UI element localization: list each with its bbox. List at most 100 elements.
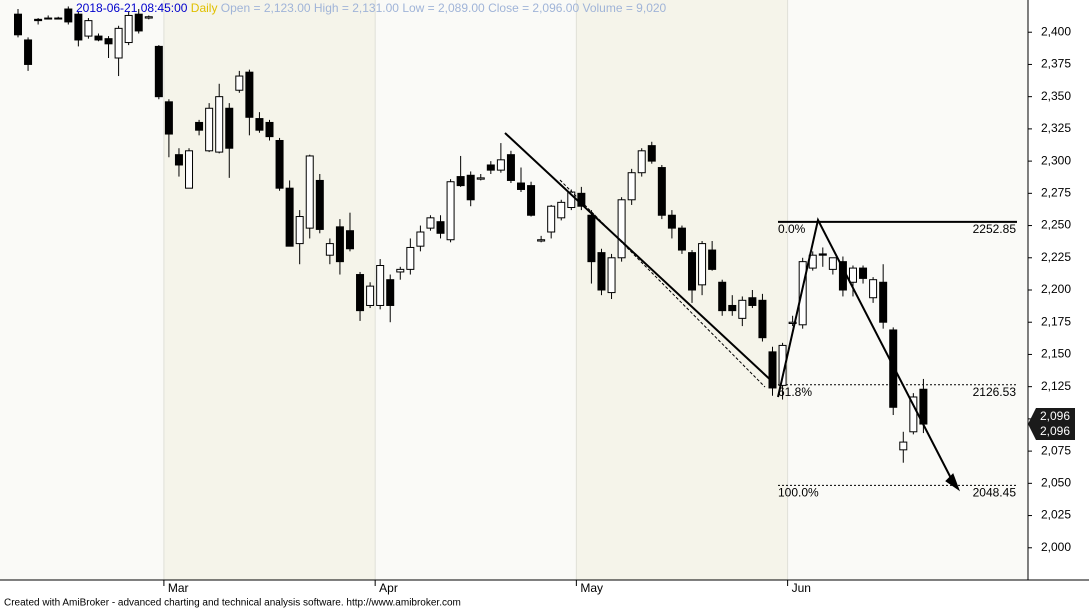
- fib-value: 2252.85: [973, 222, 1017, 236]
- candle-body: [446, 181, 455, 241]
- candle-body: [406, 246, 415, 270]
- last-price-label: 2,096: [1040, 409, 1070, 423]
- candle-body: [889, 329, 898, 408]
- candle-body: [34, 18, 43, 22]
- candle-body: [205, 107, 214, 152]
- candle-body: [275, 139, 284, 189]
- y-tick-label: 2,375: [1041, 57, 1071, 71]
- candle-body: [255, 118, 264, 131]
- candle-body: [235, 75, 244, 91]
- y-tick-label: 2,175: [1041, 314, 1071, 328]
- header-interval: Daily: [191, 1, 218, 15]
- candle-body: [476, 177, 485, 180]
- candle-body: [164, 101, 173, 135]
- candle-body: [54, 17, 63, 20]
- header-datetime: 2018-06-21 08:45:00: [76, 1, 188, 15]
- candle-body: [24, 39, 33, 65]
- candle-body: [677, 227, 686, 251]
- period-shade: [0, 0, 164, 580]
- candle-body: [828, 257, 837, 270]
- candle-body: [718, 281, 727, 312]
- candle-body: [154, 45, 163, 98]
- header-quote: Close = 2,096.00: [488, 1, 579, 15]
- background: MarAprMayJun2,0002,0252,0502,0752,1002,1…: [0, 0, 1089, 595]
- trendlines: [504, 132, 961, 492]
- candle-body: [44, 17, 53, 20]
- candle-body: [225, 107, 234, 149]
- candle-body: [758, 299, 767, 339]
- fib-ratio: 0.0%: [778, 222, 806, 236]
- candle-body: [426, 217, 435, 229]
- candle-body: [94, 35, 103, 41]
- candle-body: [617, 199, 626, 259]
- candle-body: [859, 267, 868, 279]
- candle-body: [386, 279, 395, 306]
- candle-body: [376, 265, 385, 306]
- candle-body: [657, 167, 666, 216]
- candle-body: [788, 321, 797, 325]
- y-tick-label: 2,200: [1041, 282, 1071, 296]
- candle-body: [486, 164, 495, 171]
- period-shade: [163, 0, 376, 580]
- candle-body: [768, 351, 777, 389]
- fib-ratio: 100.0%: [778, 486, 819, 500]
- candle-body: [416, 231, 425, 247]
- candle-body: [466, 174, 475, 201]
- candle-body: [798, 261, 807, 326]
- candle-body: [325, 243, 334, 256]
- candle-body: [74, 13, 83, 41]
- candle-body: [134, 13, 143, 32]
- candle-body: [345, 230, 354, 250]
- candle-body: [557, 201, 566, 219]
- candle-body: [84, 20, 93, 37]
- candle-body: [607, 257, 616, 294]
- candle-body: [185, 150, 194, 189]
- footer: Created with AmiBroker - advanced charti…: [4, 598, 461, 609]
- candle-body: [869, 279, 878, 299]
- x-tick-label: Jun: [792, 581, 811, 595]
- candle-body: [305, 155, 314, 229]
- header-quote: High = 2,131.00: [314, 1, 399, 15]
- trendline-dashed: [559, 179, 766, 388]
- candle-body: [597, 252, 606, 291]
- candle-body: [848, 267, 857, 283]
- fib-value: 2126.53: [973, 385, 1017, 399]
- candle-body: [245, 71, 254, 118]
- candle-body: [124, 14, 133, 44]
- candle-body: [879, 281, 888, 323]
- projection-path: [777, 217, 956, 487]
- candle-body: [195, 121, 204, 131]
- header-quote: Open = 2,123.00: [221, 1, 311, 15]
- y-tick-label: 2,325: [1041, 121, 1071, 135]
- candle-body: [748, 297, 757, 306]
- candle-body: [506, 154, 515, 181]
- y-tick-label: 2,150: [1041, 347, 1071, 361]
- candle-body: [174, 154, 183, 166]
- fib-value: 2048.45: [973, 486, 1017, 500]
- candle-body: [587, 214, 596, 263]
- candle-body: [647, 145, 656, 162]
- candle-body: [708, 249, 717, 270]
- fib-ratio: 61.8%: [778, 385, 812, 399]
- candle-body: [537, 239, 546, 242]
- candle-body: [335, 226, 344, 263]
- candle-body: [64, 8, 73, 23]
- y-tick-label: 2,250: [1041, 218, 1071, 232]
- y-tick-label: 2,075: [1041, 443, 1071, 457]
- x-tick-label: Mar: [168, 581, 189, 595]
- last-price-box: [1028, 408, 1075, 441]
- candle-body: [899, 441, 908, 451]
- y-tick-label: 2,350: [1041, 89, 1071, 103]
- candle-body: [104, 38, 113, 45]
- candle-body: [285, 187, 294, 247]
- header: 2018-06-21 08:45:00 Daily Open = 2,123.0…: [76, 1, 667, 15]
- candle-body: [144, 16, 153, 19]
- candle-body: [838, 261, 847, 291]
- y-tick-label: 2,400: [1041, 24, 1071, 38]
- arrow-head: [945, 473, 961, 492]
- candle-body: [527, 185, 536, 216]
- candle-body: [456, 176, 465, 187]
- candle-body: [366, 285, 375, 306]
- candle-body: [517, 182, 525, 190]
